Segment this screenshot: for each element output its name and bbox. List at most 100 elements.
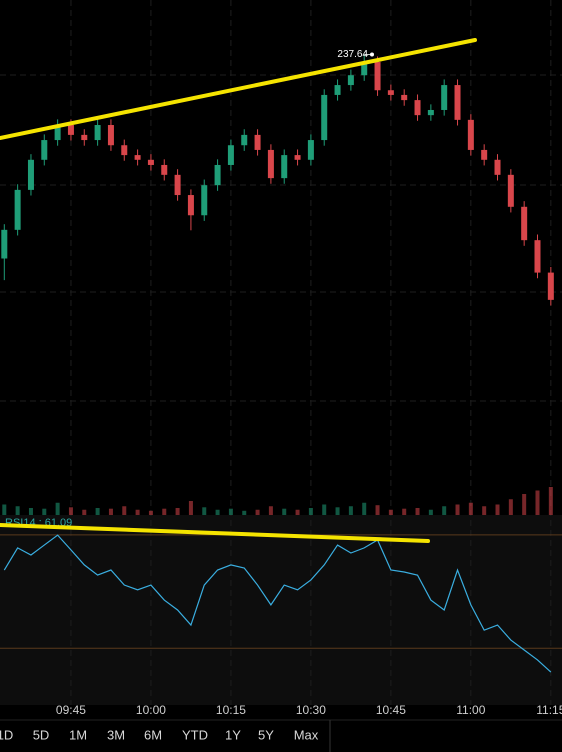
candle-body	[414, 100, 421, 116]
volume-bar	[202, 507, 207, 515]
candle-body	[347, 75, 354, 86]
x-tick-label: 11:00	[456, 703, 485, 717]
candle-body	[481, 149, 488, 160]
range-button[interactable]: 1Y	[225, 727, 241, 742]
volume-bar	[348, 506, 353, 515]
volume-bar	[242, 510, 247, 515]
candle-body	[214, 164, 221, 186]
volume-bar	[188, 501, 193, 515]
volume-bar	[42, 508, 47, 515]
candle-body	[27, 159, 34, 190]
volume-bar	[2, 504, 7, 515]
candle-body	[307, 140, 314, 160]
x-tick-label: 10:00	[136, 703, 166, 717]
candle-body	[107, 125, 114, 146]
candle-body	[547, 272, 554, 300]
candle-body	[41, 140, 48, 160]
range-button[interactable]: YTD	[182, 727, 208, 742]
volume-bar	[122, 506, 127, 515]
volume-bar	[82, 509, 87, 515]
volume-bar	[388, 509, 393, 515]
volume-bar	[28, 508, 33, 515]
range-button[interactable]: 3M	[107, 727, 125, 742]
volume-bar	[215, 509, 220, 515]
candle-body	[441, 85, 448, 110]
volume-bar	[55, 502, 60, 515]
volume-bar	[148, 510, 153, 515]
volume-bar	[375, 505, 380, 515]
x-tick-label: 10:30	[296, 703, 326, 717]
candle-body	[321, 94, 328, 141]
candle-body	[241, 134, 248, 146]
candle-body	[134, 155, 141, 160]
volume-bar	[135, 509, 140, 515]
candle-body	[94, 125, 101, 141]
volume-bar	[482, 506, 487, 515]
volume-bar	[362, 502, 367, 515]
volume-bar	[455, 504, 460, 515]
trendline	[0, 38, 477, 140]
candle-body	[174, 174, 181, 196]
range-button[interactable]: 1M	[69, 727, 87, 742]
volume-bar	[428, 509, 433, 515]
volume-bar	[95, 508, 100, 515]
range-button[interactable]: 1D	[0, 727, 13, 742]
candle-body	[147, 159, 154, 165]
volume-bar	[282, 508, 287, 515]
candle-body	[427, 109, 434, 116]
candle-body	[374, 62, 381, 91]
volume-bar	[522, 494, 527, 515]
candle-body	[361, 62, 368, 76]
candle-body	[161, 164, 168, 175]
rsi-panel	[0, 515, 562, 705]
volume-bar	[442, 506, 447, 515]
candle-body	[467, 119, 474, 150]
x-tick-label: 11:15	[536, 703, 562, 717]
range-button[interactable]: 6M	[144, 727, 162, 742]
candle-body	[281, 155, 288, 179]
candle-body	[454, 85, 461, 120]
volume-bar	[335, 507, 340, 515]
volume-bar	[68, 507, 73, 515]
volume-bar	[402, 508, 407, 515]
range-button[interactable]: 5Y	[258, 727, 274, 742]
candle-body	[67, 125, 74, 135]
volume-bar	[468, 502, 473, 515]
volume-bar	[175, 508, 180, 515]
candle-body	[534, 240, 541, 273]
trendline	[0, 523, 430, 543]
candle-body	[521, 206, 528, 241]
candle-body	[334, 85, 341, 95]
volume-bar	[548, 487, 553, 515]
candle-body	[267, 149, 274, 179]
candle-body	[1, 229, 8, 259]
x-tick-label: 09:45	[56, 703, 86, 717]
x-tick-label: 10:45	[376, 703, 406, 717]
volume-bar	[268, 506, 273, 515]
volume-bar	[295, 509, 300, 515]
volume-bar	[322, 504, 327, 515]
volume-bar	[108, 508, 113, 515]
volume-bar	[508, 499, 513, 515]
range-button[interactable]: 5D	[33, 727, 50, 742]
candle-body	[187, 195, 194, 216]
rsi-line	[3, 534, 552, 673]
candle-body	[201, 185, 208, 216]
candle-body	[401, 94, 408, 101]
price-grid	[0, 74, 562, 402]
candle-body	[254, 134, 261, 150]
x-tick-label: 10:15	[216, 703, 246, 717]
range-button[interactable]: Max	[294, 727, 319, 742]
candle-body	[507, 174, 514, 207]
volume-bar	[228, 508, 233, 515]
volume-bar	[495, 504, 500, 515]
volume-bar	[535, 490, 540, 515]
volume-bar	[255, 509, 260, 515]
high-label: 237.64	[337, 49, 368, 60]
volume-bar	[15, 506, 20, 515]
candle-body	[121, 145, 128, 156]
high-marker-dot	[370, 52, 374, 57]
volume-bar	[308, 508, 313, 515]
